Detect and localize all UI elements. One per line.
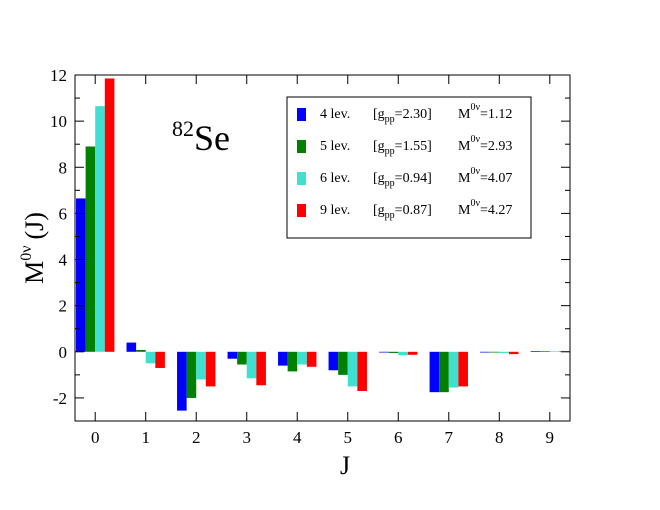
- bar-4-lev-j4: [278, 351, 288, 366]
- bar-9-lev-j1: [155, 351, 165, 368]
- legend: 4 lev. [gpp=2.30] M0ν=1.12 5 lev. [gpp=1.55]…: [286, 96, 532, 239]
- bar-4-lev-j2: [177, 351, 187, 411]
- bar-4-lev-j6: [379, 351, 389, 353]
- x-tick-label: 0: [91, 428, 100, 447]
- nucleus-symbol: Se: [194, 118, 230, 158]
- y-tick-label: 2: [59, 297, 68, 316]
- bar-5-lev-j9: [540, 351, 550, 352]
- bar-5-lev-j7: [439, 351, 449, 393]
- bar-6-lev-j2: [196, 351, 206, 380]
- bar-4-lev-j3: [227, 351, 238, 359]
- bar-6-lev-j8: [499, 351, 509, 353]
- x-tick-label: 3: [242, 428, 251, 447]
- bar-4-lev-j8: [480, 351, 490, 353]
- y-axis-title-suffix: (J): [20, 212, 49, 239]
- bars-group: [76, 78, 569, 411]
- bar-4-lev-j1: [126, 342, 137, 352]
- x-tick-label: 9: [546, 428, 555, 447]
- y-tick-label: 10: [50, 112, 67, 131]
- y-tick-label: 4: [59, 251, 68, 270]
- y-tick-label: 0: [59, 343, 68, 362]
- y-axis-title-main: M: [20, 261, 49, 284]
- x-tick-label: 6: [394, 428, 403, 447]
- bar-6-lev-j1: [145, 351, 156, 364]
- y-tick-label: 6: [59, 204, 68, 223]
- nucleus-mass: 82: [172, 116, 194, 141]
- legend-entry: 9 lev. [gpp=0.87] M0ν=4.27: [320, 198, 512, 221]
- bar-9-lev-j0: [104, 78, 115, 352]
- legend-swatch: [297, 172, 306, 185]
- x-tick-label: 2: [192, 428, 201, 447]
- legend-swatch: [297, 204, 306, 217]
- x-tick-label: 1: [141, 428, 150, 447]
- bar-6-lev-j0: [95, 106, 105, 352]
- bar-4-lev-j5: [328, 351, 339, 371]
- bar-9-lev-j5: [357, 351, 367, 392]
- bar-6-lev-j9: [549, 351, 560, 352]
- bar-9-lev-j6: [407, 351, 418, 355]
- bar-5-lev-j3: [237, 351, 247, 365]
- x-tick-label: 4: [293, 428, 302, 447]
- bar-4-lev-j0: [76, 198, 86, 352]
- bar-5-lev-j4: [287, 351, 298, 372]
- legend-swatch: [297, 140, 306, 153]
- bar-9-lev-j2: [205, 351, 216, 387]
- bar-6-lev-j6: [398, 351, 408, 356]
- y-tick-label: -2: [53, 389, 67, 408]
- legend-box: [286, 96, 532, 239]
- y-tick-label: 12: [50, 66, 67, 85]
- plot-frame: [74, 74, 571, 422]
- legend-swatch: [297, 108, 306, 121]
- bar-5-lev-j1: [136, 349, 146, 352]
- bar-4-lev-j7: [429, 351, 440, 393]
- bar-4-lev-j9: [530, 351, 541, 352]
- bar-9-lev-j7: [458, 351, 468, 387]
- bar-9-lev-j3: [256, 351, 266, 386]
- bar-6-lev-j5: [347, 351, 358, 387]
- bar-6-lev-j7: [448, 351, 459, 388]
- bar-5-lev-j2: [186, 351, 197, 398]
- legend-entry: 5 lev. [gpp=1.55] M0ν=2.93: [320, 134, 512, 157]
- bar-5-lev-j8: [489, 351, 500, 353]
- axis-ticks: [75, 74, 570, 422]
- bar-9-lev-j8: [508, 351, 519, 355]
- bar-6-lev-j4: [297, 351, 307, 365]
- bar-6-lev-j3: [246, 351, 257, 379]
- bar-5-lev-j6: [388, 351, 399, 353]
- nucleus-label: 82Se: [172, 116, 230, 158]
- bar-5-lev-j5: [338, 351, 348, 375]
- bar-9-lev-j4: [306, 351, 317, 367]
- legend-entry: 6 lev. [gpp=0.94] M0ν=4.07: [320, 166, 512, 189]
- y-axis-title-sup: 0ν: [18, 246, 35, 261]
- bar-5-lev-j0: [85, 146, 96, 352]
- x-tick-label: 7: [445, 428, 454, 447]
- y-axis-title: M0ν (J): [18, 212, 49, 284]
- x-axis-title: J: [340, 451, 350, 480]
- legend-entry: 4 lev. [gpp=2.30] M0ν=1.12: [320, 102, 512, 125]
- x-tick-label: 5: [344, 428, 353, 447]
- x-tick-label: 8: [495, 428, 504, 447]
- y-tick-label: 8: [59, 158, 68, 177]
